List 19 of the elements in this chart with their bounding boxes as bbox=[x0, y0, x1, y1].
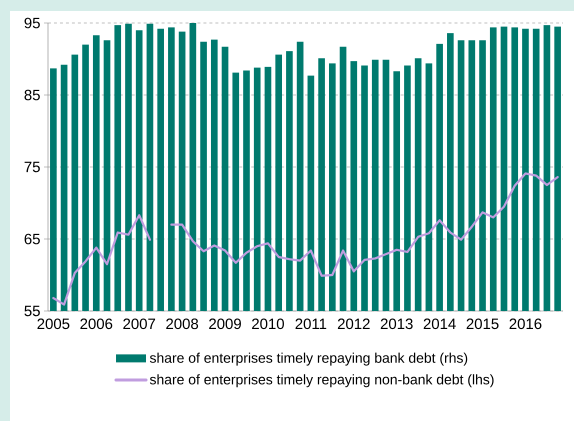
legend-label: share of enterprises timely repaying bank debt (rhs) bbox=[150, 352, 468, 366]
y-tick-label: 55 bbox=[24, 306, 40, 316]
x-tick-label: 2005 bbox=[37, 318, 70, 330]
y-tick-label: 65 bbox=[24, 234, 40, 244]
y-tick-label: 95 bbox=[24, 18, 40, 28]
x-tick-label: 2016 bbox=[510, 318, 542, 330]
x-tick-label: 2006 bbox=[80, 318, 112, 330]
legend-label: share of enterprises timely repaying non-bank debt (lhs) bbox=[150, 374, 494, 388]
x-tick-label: 2012 bbox=[338, 318, 370, 330]
x-tick-label: 2010 bbox=[252, 318, 284, 330]
x-tick-label: 2014 bbox=[424, 318, 456, 330]
x-tick-label: 2015 bbox=[466, 318, 499, 330]
x-tick-label: 2013 bbox=[380, 318, 413, 330]
y-tick-label: 85 bbox=[24, 90, 40, 100]
x-tick-label: 2008 bbox=[166, 318, 198, 330]
y-tick-label: 75 bbox=[24, 162, 40, 172]
x-tick-label: 2009 bbox=[209, 318, 241, 330]
x-tick-label: 2007 bbox=[123, 318, 156, 330]
x-tick-label: 2011 bbox=[296, 318, 326, 330]
